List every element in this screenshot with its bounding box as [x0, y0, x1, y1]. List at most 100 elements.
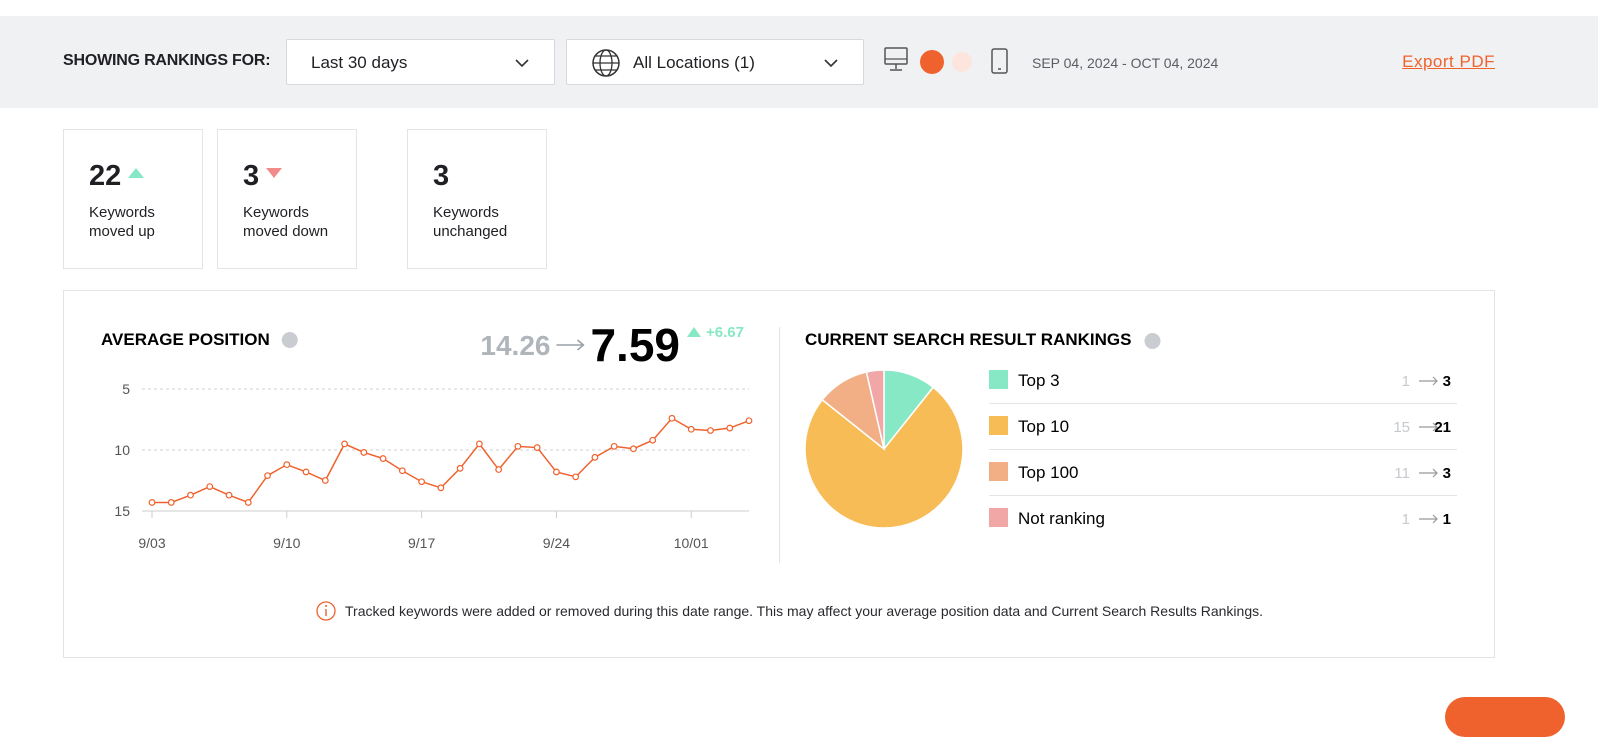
point [687, 425, 695, 433]
point [495, 466, 503, 473]
point [398, 467, 406, 475]
point [514, 442, 522, 450]
point [668, 414, 676, 422]
legend-label: Top 3 [1018, 371, 1060, 390]
current-value: 3 [1443, 465, 1451, 482]
note: Tracked keywords were added or removed d… [345, 603, 1263, 619]
help-icon [281, 332, 298, 348]
previous-value: 15 [1393, 419, 1410, 436]
legend-swatch [989, 370, 1008, 389]
point [437, 484, 445, 492]
summary-label: Keywords moved down [243, 204, 329, 240]
summary-card: 3 Keywords moved down [217, 129, 357, 269]
location-dropdown[interactable]: All Locations (1) [566, 39, 864, 85]
average-end: 7.59 [590, 319, 680, 371]
point [630, 445, 637, 453]
point [553, 468, 560, 476]
current-value: 21 [1434, 419, 1451, 436]
point [418, 478, 426, 486]
previous-value: 1 [1402, 511, 1410, 528]
point [341, 440, 348, 448]
charts-panel: Tracked keywords were added or removed d… [63, 290, 1495, 658]
x-tick-label: 9/10 [273, 535, 300, 551]
legend-swatch [989, 508, 1008, 527]
point [167, 499, 175, 506]
current-value: 3 [1443, 373, 1451, 390]
point [264, 472, 271, 480]
page-body: SHOWING RANKINGS FOR: Last 30 days All L… [0, 16, 1598, 737]
location-value: All Locations (1) [633, 53, 755, 72]
change-arrow-head [1432, 514, 1438, 524]
change-arrow [687, 327, 701, 337]
point [533, 444, 541, 451]
point [745, 417, 753, 425]
x-tick-label: 9/17 [408, 535, 435, 551]
point [283, 461, 291, 469]
trend-arrow [128, 168, 145, 178]
point [302, 468, 310, 476]
x-tick-label: 9/24 [543, 535, 570, 551]
y-tick-label: 10 [114, 442, 130, 458]
pie-slice [865, 369, 885, 450]
y-tick-label: 5 [122, 381, 130, 397]
change-arrow-head [1432, 376, 1438, 386]
change-arrow-head [1432, 422, 1438, 432]
toolbar: SHOWING RANKINGS FOR: Last 30 days All L… [0, 16, 1598, 108]
average-start: 14.26 [480, 330, 550, 361]
summary-label: Keywords moved up [89, 204, 155, 240]
point [360, 449, 368, 456]
legend-label: Not ranking [1018, 509, 1105, 528]
previous-value: 11 [1394, 465, 1410, 482]
summary-value: 22 [89, 160, 122, 192]
point [225, 491, 233, 499]
info-icon [316, 601, 336, 621]
period-value: Last 30 days [311, 53, 408, 72]
point [206, 483, 214, 491]
action-button[interactable] [1445, 697, 1565, 737]
arrow-head [576, 339, 585, 351]
legend-swatch [989, 416, 1008, 435]
chevron [515, 59, 529, 68]
legend-label: Top 10 [1018, 417, 1069, 436]
line [152, 417, 750, 504]
summary-value: 3 [243, 160, 260, 192]
legend-label: Top 100 [1018, 463, 1079, 482]
average-change: +6.67 [706, 324, 744, 341]
summary-label: Keywords unchanged [433, 204, 508, 240]
chart-title: CURRENT SEARCH RESULT RANKINGS [805, 330, 1131, 349]
chart-title: AVERAGE POSITION [101, 330, 270, 349]
trend-arrow [266, 168, 283, 178]
pie-slice [804, 386, 964, 529]
change-arrow-head [1432, 468, 1438, 478]
date-range: SEP 04, 2024 - OCT 04, 2024 [1032, 55, 1219, 71]
point [707, 427, 714, 434]
chevron [824, 59, 838, 68]
legend-swatch [989, 462, 1008, 481]
point [379, 455, 387, 462]
y-tick-label: 15 [114, 503, 130, 519]
point [649, 436, 657, 444]
point [591, 453, 599, 461]
x-tick-label: 9/03 [138, 535, 165, 551]
point [475, 440, 483, 448]
point [726, 424, 734, 432]
summary-value: 3 [433, 160, 450, 192]
device-toggle[interactable] [882, 44, 1017, 78]
export-pdf[interactable]: Export PDF [1402, 52, 1495, 71]
point [187, 491, 194, 499]
point [244, 499, 252, 506]
toolbar-label: SHOWING RANKINGS FOR: [63, 52, 271, 69]
info-icon-dot [325, 605, 327, 607]
period-dropdown[interactable]: Last 30 days [286, 39, 555, 85]
summary-card: 3 Keywords unchanged [407, 129, 547, 269]
page: Rankings html, body { margin: 0; padding… [0, 16, 1598, 737]
previous-value: 1 [1402, 373, 1410, 390]
point [572, 473, 580, 481]
point [321, 477, 329, 484]
point [610, 442, 618, 450]
x-tick-label: 10/01 [674, 535, 709, 551]
current-value: 1 [1443, 511, 1451, 528]
point [148, 499, 156, 506]
summary-card: 22 Keywords moved up [63, 129, 203, 269]
globe-icon [592, 49, 620, 77]
